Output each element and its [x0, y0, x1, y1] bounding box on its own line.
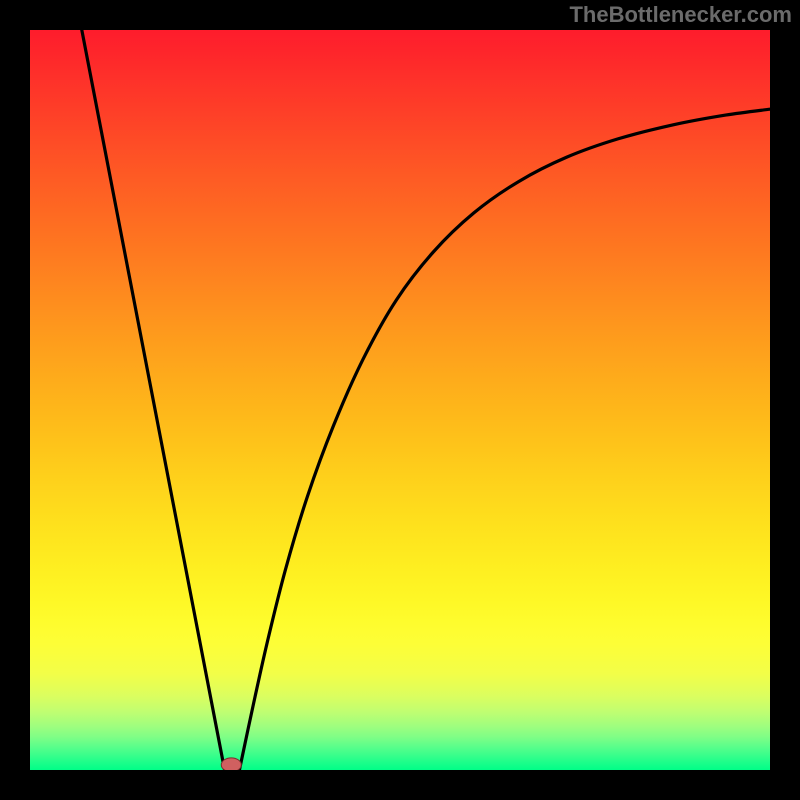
- watermark-text: TheBottlenecker.com: [569, 2, 792, 28]
- plot-area: [30, 30, 770, 770]
- plot-svg: [30, 30, 770, 770]
- chart-frame: TheBottlenecker.com: [0, 0, 800, 800]
- gradient-background: [30, 30, 770, 770]
- minimum-marker: [221, 758, 241, 770]
